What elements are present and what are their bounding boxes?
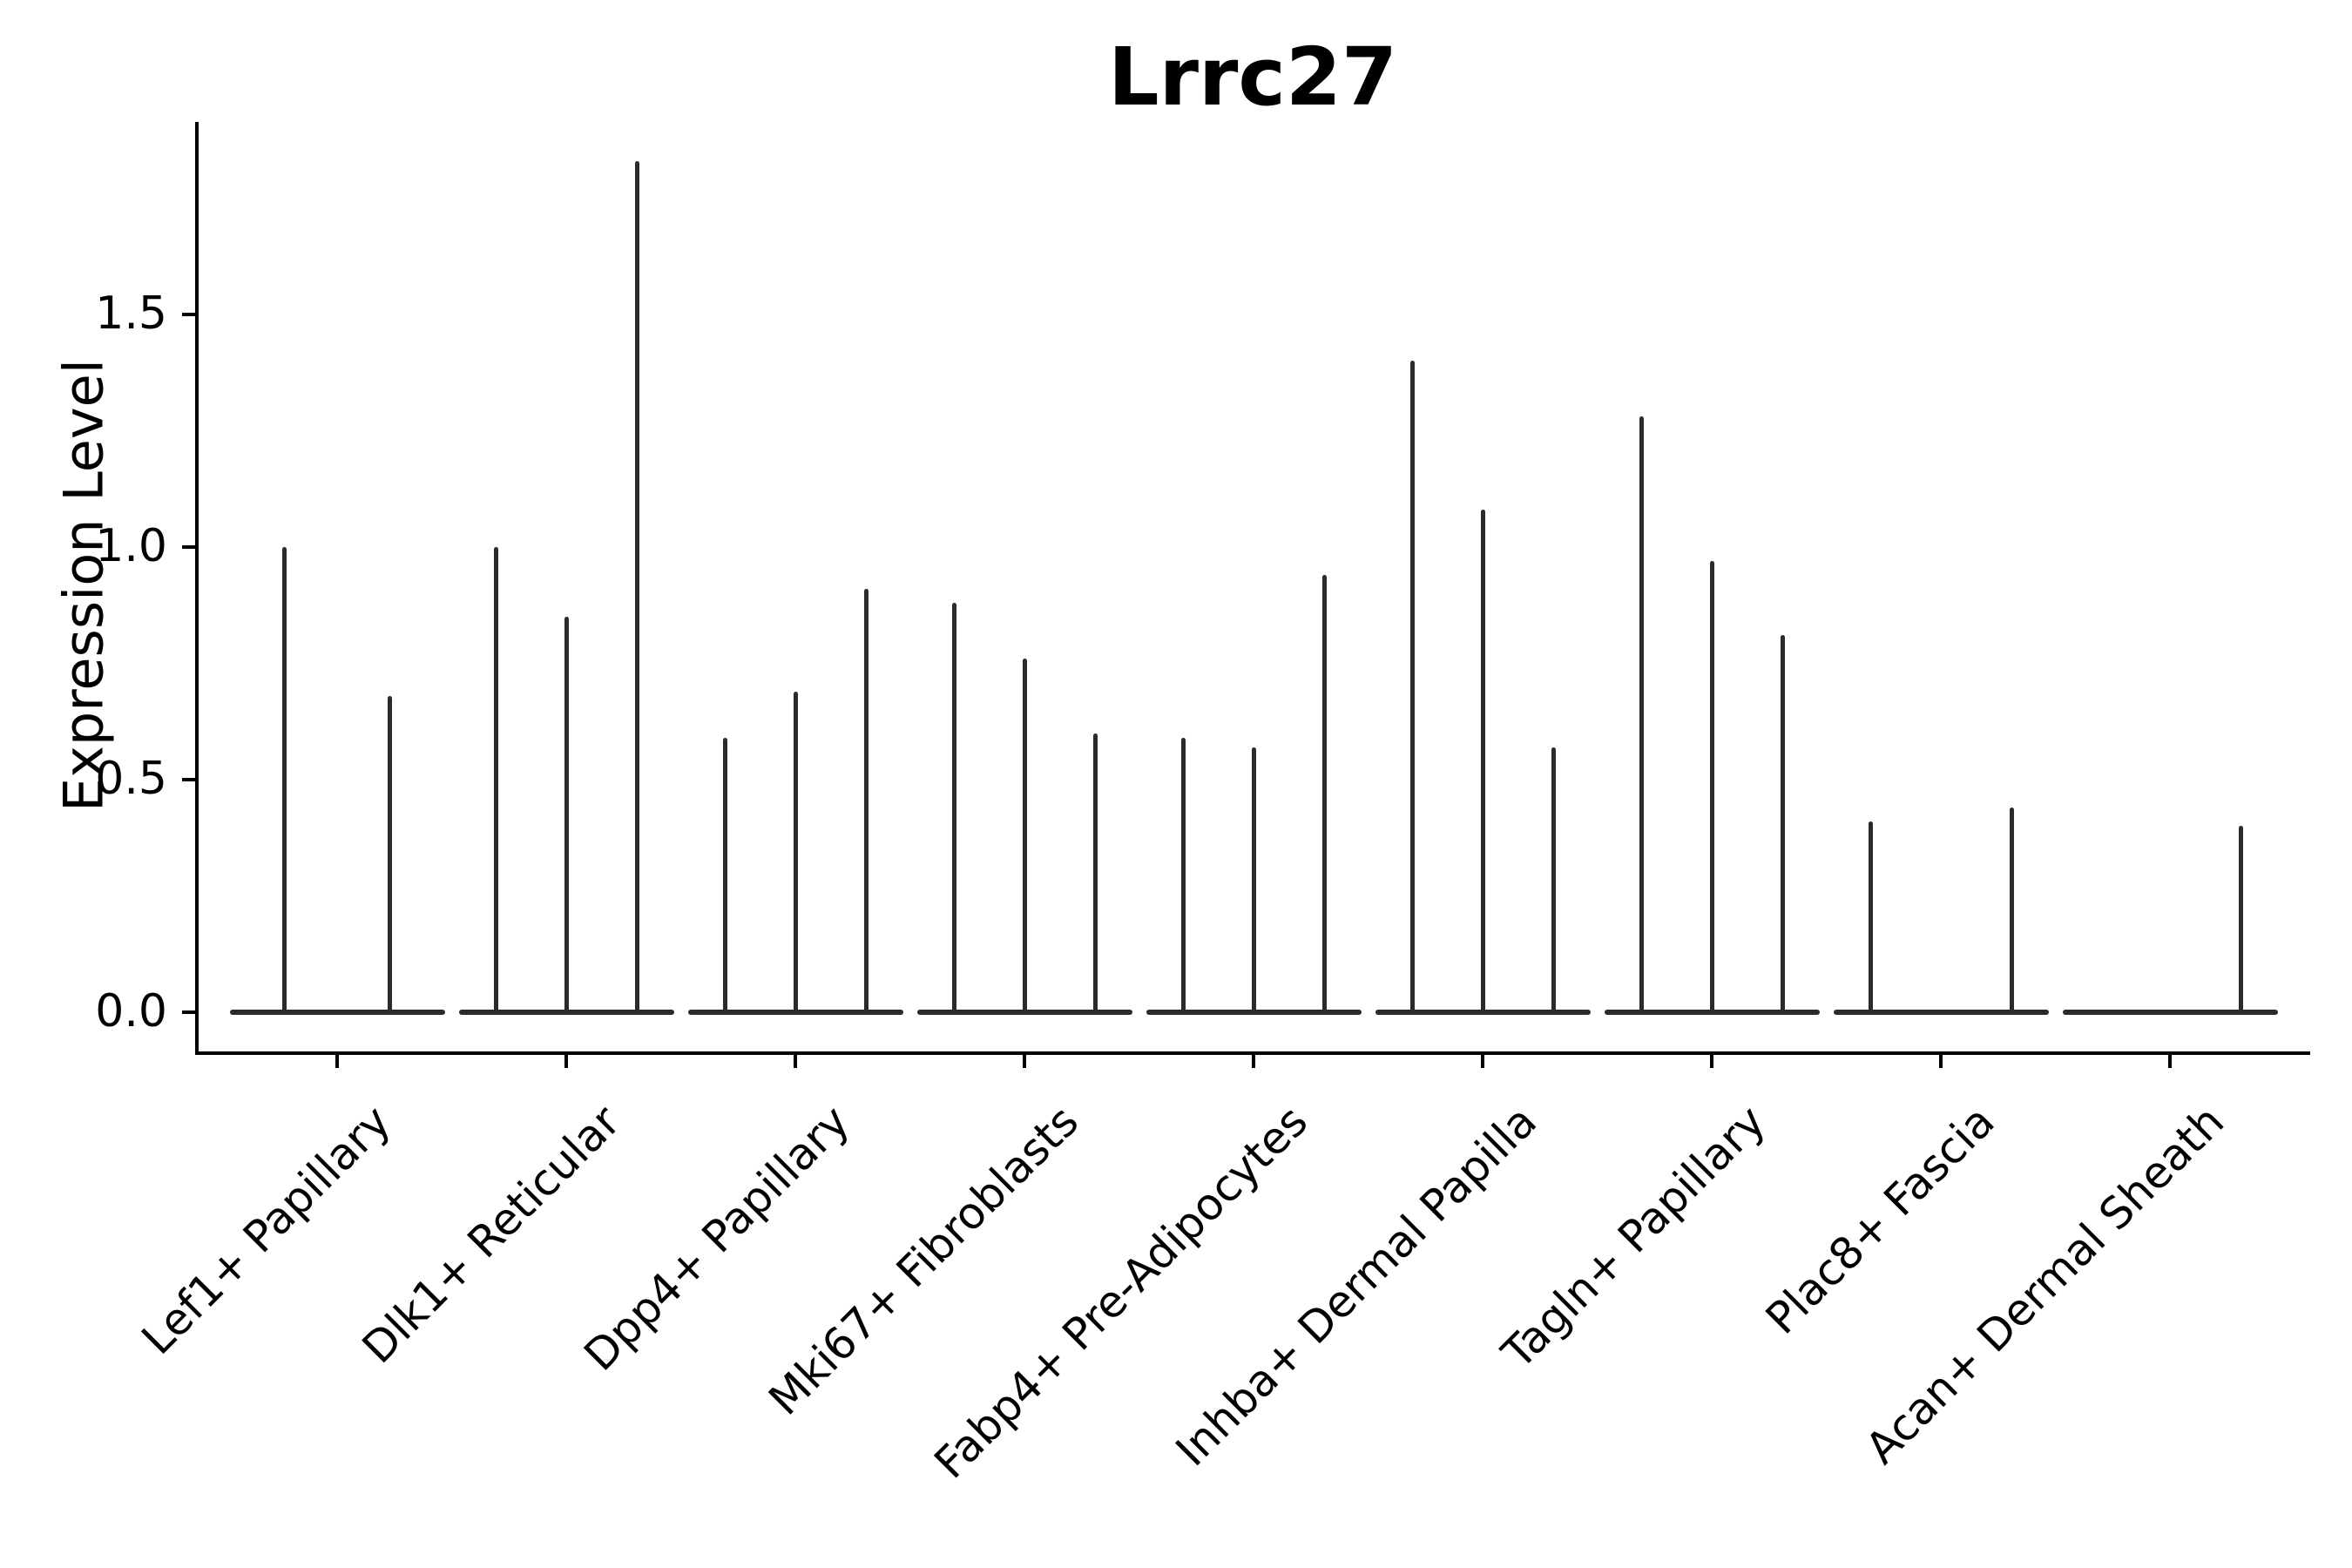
chart-title: Lrrc27	[1108, 30, 1397, 124]
x-tick-label: Plac8+ Fascia	[1756, 1096, 2005, 1344]
x-tick-label: Lef1+ Papillary	[132, 1096, 402, 1365]
violin-baseline	[1146, 1010, 1362, 1015]
x-tick-mark	[335, 1055, 339, 1068]
violin-spike	[1022, 659, 1027, 1012]
x-tick-mark	[794, 1055, 797, 1068]
violin-spike	[1709, 561, 1714, 1012]
y-tick-mark	[182, 313, 195, 316]
violin-spike	[1092, 733, 1098, 1012]
x-tick-mark	[1023, 1055, 1026, 1068]
x-tick-label: Fabp4+ Pre-Adipocytes	[924, 1096, 1318, 1489]
violin-spike	[1480, 510, 1485, 1012]
violin-spike	[281, 547, 287, 1012]
x-axis-spine	[195, 1051, 2310, 1055]
violin-spike	[863, 589, 868, 1012]
violin-spike	[2009, 808, 2014, 1012]
violin-baseline	[1604, 1010, 1820, 1015]
violin-spike	[1180, 737, 1186, 1012]
y-tick-label: 1.5	[95, 287, 167, 340]
violin-baseline	[1833, 1010, 2049, 1015]
violin-baseline	[1375, 1010, 1591, 1015]
violin-baseline	[229, 1010, 445, 1015]
y-tick-mark	[182, 778, 195, 781]
violin-spike	[493, 547, 498, 1012]
y-tick-mark	[182, 545, 195, 549]
violin-baseline	[458, 1010, 674, 1015]
violin-spike	[1251, 747, 1256, 1012]
violin-spike	[793, 691, 798, 1012]
x-tick-mark	[1939, 1055, 1943, 1068]
x-tick-mark	[1252, 1055, 1255, 1068]
violin-spike	[1780, 635, 1785, 1012]
x-tick-mark	[2168, 1055, 2172, 1068]
violin-spike	[722, 737, 727, 1012]
violin-spike	[388, 695, 393, 1012]
violin-spike	[564, 617, 569, 1012]
violin-baseline	[687, 1010, 903, 1015]
x-tick-mark	[1481, 1055, 1484, 1068]
x-tick-mark	[1710, 1055, 1713, 1068]
violin-spike	[1868, 821, 1873, 1012]
violin-spike	[634, 160, 639, 1012]
y-tick-mark	[182, 1010, 195, 1014]
x-tick-mark	[564, 1055, 568, 1068]
violin-spike	[2238, 826, 2243, 1012]
violin-baseline	[2062, 1010, 2278, 1015]
y-axis-label: Expression Level	[51, 359, 116, 812]
violin-spike	[1639, 416, 1644, 1012]
y-tick-label: 1.0	[95, 519, 167, 572]
violin-spike	[1409, 361, 1415, 1012]
y-axis-spine	[195, 122, 199, 1055]
violin-spike	[1551, 747, 1556, 1012]
y-tick-label: 0.5	[95, 752, 167, 805]
violin-spike	[1321, 575, 1327, 1012]
violin-spike	[951, 603, 956, 1012]
y-tick-label: 0.0	[95, 984, 167, 1037]
violin-baseline	[916, 1010, 1132, 1015]
